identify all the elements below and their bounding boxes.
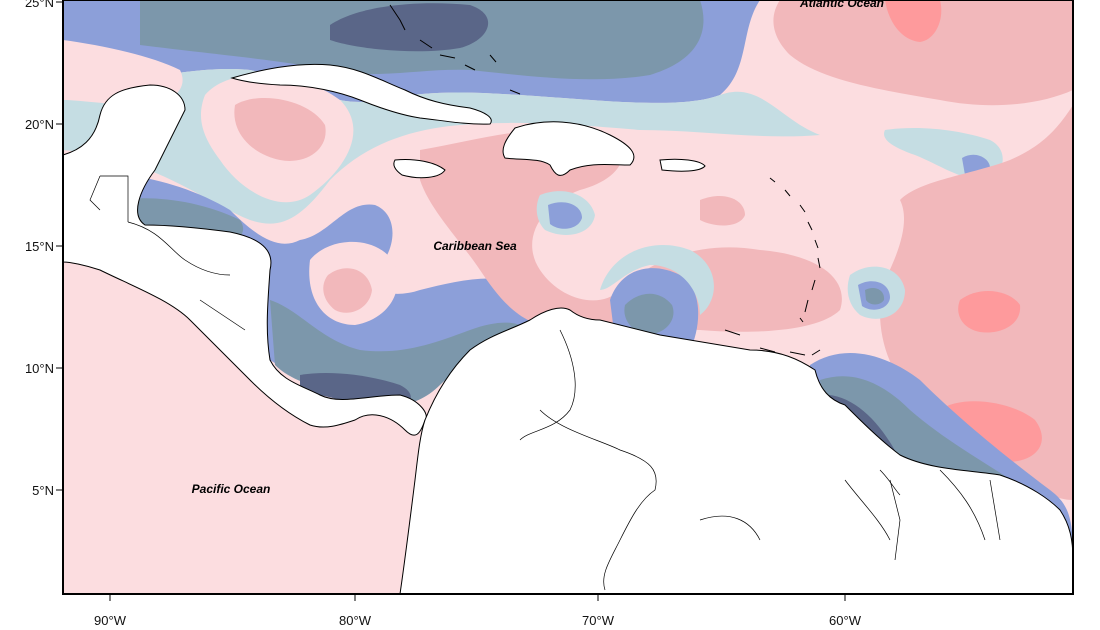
lon-tick-label-70: 70°W	[582, 613, 615, 628]
lat-tick-label-10: 10°N	[25, 361, 54, 376]
field-slate-east	[865, 288, 885, 305]
field-pink2-cuba-south	[234, 97, 326, 161]
field-blue-central	[548, 202, 582, 229]
lat-tick-label-15: 15°N	[25, 239, 54, 254]
field-slate-south-central	[624, 293, 674, 335]
latitude-axis: 25°N 20°N 15°N 10°N 5°N	[25, 0, 63, 498]
field-red-atlantic	[885, 0, 942, 42]
caribbean-sea-label: Caribbean Sea	[433, 239, 517, 253]
lon-tick-label-60: 60°W	[829, 613, 862, 628]
lat-tick-label-20: 20°N	[25, 117, 54, 132]
field-pink-central-2	[700, 195, 745, 226]
plot-frame	[62, 0, 1074, 595]
jamaica-island	[393, 159, 446, 179]
lon-tick-label-90: 90°W	[94, 613, 127, 628]
bahamas-islands	[389, 4, 521, 95]
lat-tick-label-25: 25°N	[25, 0, 54, 10]
puerto-rico-island	[659, 158, 706, 172]
field-lightblue-south-central	[600, 244, 714, 315]
field-pink-atlantic	[773, 0, 1073, 106]
lesser-antilles-islands	[724, 177, 821, 356]
landmass-layer	[62, 4, 1074, 595]
pacific-ocean-label: Pacific Ocean	[192, 482, 271, 496]
field-red-east-1	[958, 290, 1021, 333]
country-borders	[89, 175, 1001, 591]
field-darkest-north	[330, 3, 489, 52]
central-america-land	[62, 84, 427, 436]
field-pink2-sw	[323, 268, 372, 313]
longitude-axis: 90°W 80°W 70°W 60°W	[94, 594, 862, 628]
hispaniola-island	[502, 121, 635, 176]
lat-tick-label-5: 5°N	[32, 483, 54, 498]
atlantic-ocean-label: Atlantic Ocean	[799, 0, 884, 10]
cuba-island	[230, 63, 492, 125]
lon-tick-label-80: 80°W	[339, 613, 372, 628]
field-pink-central	[420, 129, 842, 332]
